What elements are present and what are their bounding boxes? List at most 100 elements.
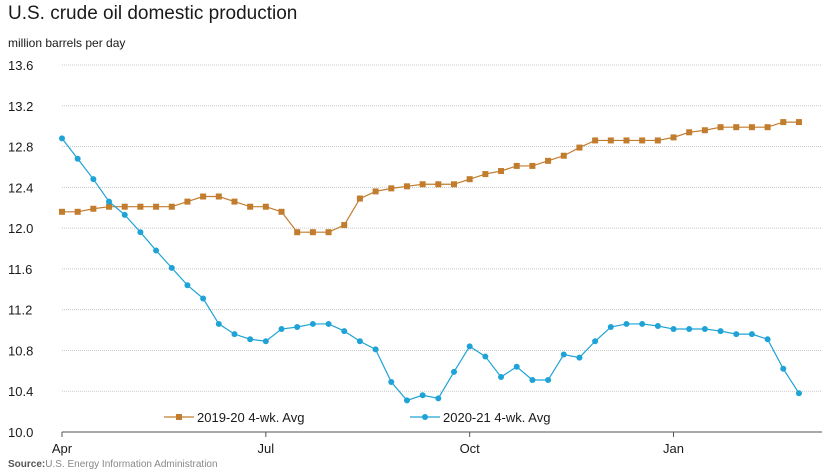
data-point xyxy=(435,181,442,188)
data-point xyxy=(184,198,191,205)
data-point xyxy=(200,193,207,200)
data-point xyxy=(388,185,395,192)
data-point xyxy=(200,295,207,302)
x-tick-label: Apr xyxy=(52,441,73,456)
data-point xyxy=(215,320,222,327)
y-tick-label: 11.2 xyxy=(8,303,32,318)
data-point xyxy=(529,162,536,169)
data-point xyxy=(403,183,410,190)
data-point xyxy=(137,229,144,236)
y-axis-ticks: 10.0 10.4 10.8 11.2 11.6 12.0 12.4 12.8 13.2 13.6 xyxy=(8,58,33,440)
data-point xyxy=(482,353,489,360)
x-tick-label: Jan xyxy=(663,441,684,456)
source-label: Source: xyxy=(8,459,46,470)
data-point xyxy=(576,144,583,151)
data-point xyxy=(325,229,332,236)
data-point xyxy=(419,392,426,399)
data-point xyxy=(592,137,599,144)
data-point xyxy=(748,331,755,338)
data-point xyxy=(607,137,614,144)
data-point xyxy=(372,346,379,353)
data-point xyxy=(451,368,457,375)
x-tick-label: Oct xyxy=(460,441,481,456)
data-point xyxy=(90,176,97,183)
data-point xyxy=(780,365,787,372)
data-point xyxy=(372,188,379,195)
data-point xyxy=(356,195,363,202)
data-point xyxy=(262,338,269,345)
data-point xyxy=(106,203,113,210)
data-point xyxy=(278,326,285,333)
series-layer xyxy=(59,119,802,404)
data-point xyxy=(780,119,787,126)
x-axis: Apr Jul Oct Jan xyxy=(52,431,822,456)
data-point xyxy=(560,152,567,159)
data-point xyxy=(74,208,81,215)
data-point xyxy=(498,168,505,175)
data-point xyxy=(717,328,724,335)
data-point xyxy=(748,124,755,131)
data-point xyxy=(74,155,81,162)
y-tick-label: 11.6 xyxy=(8,262,32,277)
data-point xyxy=(576,354,583,361)
data-point xyxy=(356,338,363,345)
data-point xyxy=(153,203,160,210)
data-point xyxy=(545,377,552,384)
data-point xyxy=(388,379,395,386)
chart-title: U.S. crude oil domestic production xyxy=(8,3,298,24)
data-point xyxy=(231,198,238,205)
data-point xyxy=(435,395,442,402)
data-point xyxy=(654,322,661,329)
legend-marker xyxy=(176,414,182,420)
data-point xyxy=(341,328,348,335)
data-point xyxy=(231,331,238,338)
data-point xyxy=(121,203,128,210)
data-point xyxy=(106,198,113,205)
data-point xyxy=(247,336,254,343)
source-note: Source:U.S. Energy Information Administr… xyxy=(8,459,218,470)
data-point xyxy=(654,137,661,144)
data-point xyxy=(59,135,65,142)
data-point xyxy=(670,134,677,141)
data-point xyxy=(639,320,646,327)
y-tick-label: 12.4 xyxy=(8,180,33,195)
data-point xyxy=(294,323,301,330)
x-tick-label: Jul xyxy=(258,441,275,456)
data-point xyxy=(545,157,552,164)
legend-label: 2020-21 4-wk. Avg xyxy=(443,410,550,425)
data-point xyxy=(764,336,771,343)
y-tick-label: 10.4 xyxy=(8,384,33,399)
data-point xyxy=(607,323,614,330)
data-point xyxy=(153,247,160,254)
data-point xyxy=(137,203,144,210)
y-tick-label: 13.6 xyxy=(8,58,33,73)
data-point xyxy=(466,176,473,183)
data-point xyxy=(623,137,630,144)
data-point xyxy=(717,124,724,131)
data-point xyxy=(686,129,693,136)
chart-area: 10.0 10.4 10.8 11.2 11.6 12.0 12.4 12.8 13.2 13.6… xyxy=(8,58,822,456)
data-point xyxy=(325,320,332,327)
data-point xyxy=(90,205,97,212)
data-point xyxy=(733,124,740,131)
data-point xyxy=(623,320,630,327)
data-point xyxy=(513,363,520,370)
y-tick-label: 12.0 xyxy=(8,221,33,236)
data-point xyxy=(529,377,536,384)
data-point xyxy=(498,373,505,380)
series-line-1 xyxy=(62,121,799,233)
data-point xyxy=(686,326,693,333)
data-point xyxy=(59,208,65,215)
data-point xyxy=(341,222,348,229)
y-tick-label: 10.8 xyxy=(8,343,33,358)
data-point xyxy=(764,124,771,131)
data-point xyxy=(733,331,740,338)
y-tick-label: 12.8 xyxy=(8,140,33,155)
legend-label: 2019-20 4-wk. Avg xyxy=(197,410,304,425)
data-point xyxy=(168,203,175,210)
data-point xyxy=(278,208,285,215)
data-point xyxy=(513,162,520,169)
data-point xyxy=(482,171,489,178)
data-point xyxy=(795,119,802,126)
data-point xyxy=(247,203,254,210)
